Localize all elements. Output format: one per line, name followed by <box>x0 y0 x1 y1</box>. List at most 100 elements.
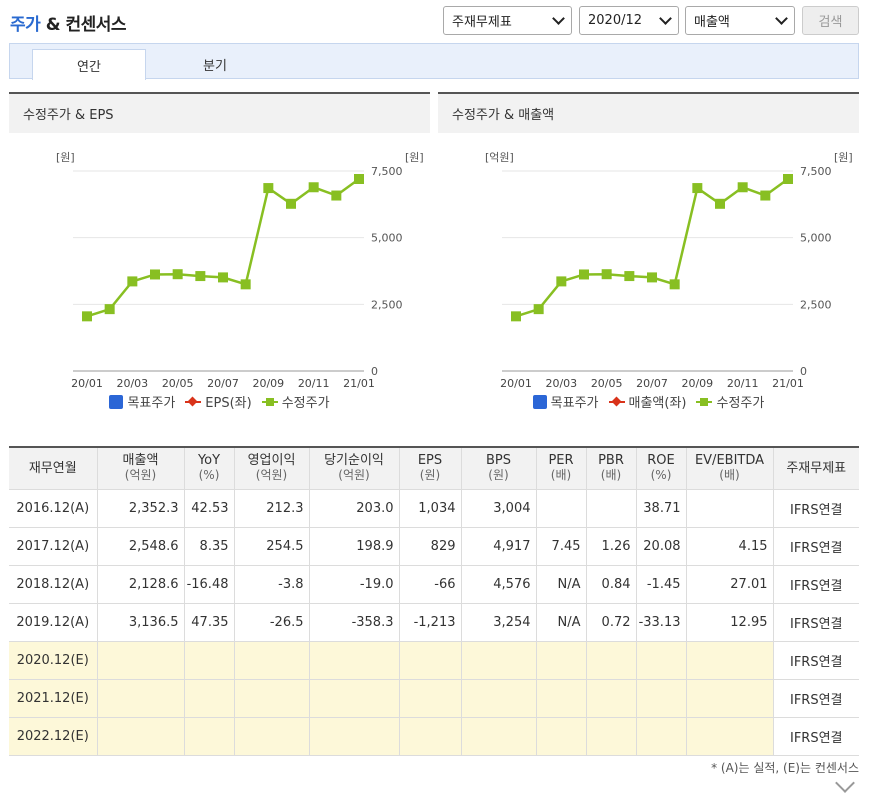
column-header-label: 당기순이익 <box>324 453 384 469</box>
right-axis-unit: [원] <box>405 151 424 164</box>
column-header-label: PER <box>548 453 574 469</box>
item-select[interactable]: 매출액 <box>685 6 795 35</box>
data-point <box>82 311 92 322</box>
left-axis-unit: [원] <box>56 151 75 164</box>
table-cell: 3,254 <box>460 602 537 642</box>
table-cell <box>308 678 400 718</box>
table-cell <box>585 716 637 756</box>
table-cell: 4.15 <box>685 526 774 566</box>
table-cell: 3,004 <box>460 488 537 528</box>
x-tick-label: 21/01 <box>772 377 804 388</box>
search-button[interactable]: 검색 <box>802 6 859 35</box>
tab-annual[interactable]: 연간 <box>32 49 146 80</box>
legend-swatch-icon <box>261 395 278 409</box>
table-cell: -16.48 <box>183 564 235 604</box>
legend-item-sales[interactable]: 매출액(좌) <box>608 392 686 411</box>
table-cell <box>535 678 587 718</box>
column-header-label: 영업이익 <box>247 453 296 469</box>
table-cell <box>96 716 185 756</box>
y-tick-label: 7,500 <box>800 165 832 178</box>
financial-standard-select[interactable]: 주재무제표 <box>443 6 572 35</box>
x-tick-label: 20/09 <box>252 377 284 388</box>
table-cell <box>183 678 235 718</box>
chart-legend: 목표주가 EPS(좌) 수정주가 <box>9 392 430 411</box>
table-cell <box>535 640 587 680</box>
table-cell <box>398 716 462 756</box>
y-tick-label: 2,500 <box>800 298 832 311</box>
x-tick-label: 20/07 <box>636 377 668 388</box>
chevron-down-icon <box>659 11 672 25</box>
legend-item-target-price[interactable]: 목표주가 <box>532 392 599 411</box>
data-point <box>647 272 657 283</box>
right-axis-unit: [원] <box>834 151 853 164</box>
series-line <box>86 177 360 318</box>
data-point <box>737 182 748 193</box>
column-header: EPS (원) <box>398 446 462 490</box>
legend-label: 수정주가 <box>281 396 330 411</box>
table-cell <box>183 716 235 756</box>
table-cell <box>233 678 310 718</box>
table-cell: IFRS연결 <box>772 640 859 680</box>
table-row: 2017.12(A) 2,548.6 8.35 254.5 198.9 829 4,917 7… <box>9 526 859 566</box>
legend-item-adjusted-price[interactable]: 수정주가 <box>261 392 330 411</box>
table-cell: 1,034 <box>398 488 462 528</box>
data-point <box>104 304 115 315</box>
data-point <box>715 198 725 209</box>
table-cell <box>233 716 310 756</box>
data-point <box>240 279 251 290</box>
x-tick-label: 20/03 <box>545 377 577 388</box>
table-cell: -358.3 <box>308 602 400 642</box>
y-tick-label: 0 <box>800 365 807 378</box>
table-row: 2021.12(E) IFRS연결 <box>9 678 859 718</box>
data-point <box>218 272 228 283</box>
table-cell: 7.45 <box>535 526 587 566</box>
legend-item-target-price[interactable]: 목표주가 <box>109 392 175 411</box>
table-cell: N/A <box>535 602 587 642</box>
table-header-row: 재무연월 매출액 (억원) YoY (%) 영업이익 (억원) 당기순이익 (억원) EPS (원)… <box>9 446 859 490</box>
expand-chevron-icon[interactable] <box>835 773 855 793</box>
data-point <box>760 190 771 201</box>
table-cell <box>96 678 185 718</box>
column-header: 재무연월 <box>9 446 98 490</box>
tab-quarterly[interactable]: 분기 <box>203 59 227 74</box>
table-cell: 4,576 <box>460 564 537 604</box>
table-cell: 829 <box>398 526 462 566</box>
row-period: 2021.12(E) <box>9 678 98 718</box>
column-header: 당기순이익 (억원) <box>308 446 400 490</box>
table-cell: IFRS연결 <box>772 716 859 756</box>
table-row: 2022.12(E) IFRS연결 <box>9 716 859 756</box>
x-tick-label: 20/01 <box>500 377 532 388</box>
table-cell: 212.3 <box>233 488 310 528</box>
chart-legend: 목표주가 매출액(좌) 수정주가 <box>438 392 859 411</box>
table-cell <box>308 716 400 756</box>
legend-item-adjusted-price[interactable]: 수정주가 <box>696 392 764 411</box>
column-header: 주재무제표 <box>772 446 859 490</box>
x-tick-label: 20/05 <box>162 377 194 388</box>
data-point <box>286 198 296 209</box>
table-cell: IFRS연결 <box>772 488 859 528</box>
legend-item-eps[interactable]: EPS(좌) <box>185 392 252 411</box>
column-header: YoY (%) <box>183 446 235 490</box>
series-line <box>515 177 789 318</box>
period-value: 2020/12 <box>588 13 643 28</box>
page-title-accent: 주가 <box>10 15 41 35</box>
column-header-label: BPS <box>485 453 511 469</box>
period-select[interactable]: 2020/12 <box>579 6 679 35</box>
x-tick-label: 20/07 <box>207 377 239 388</box>
x-tick-label: 20/09 <box>681 377 713 388</box>
column-header-unit: (배) <box>719 468 740 483</box>
table-cell: 254.5 <box>233 526 310 566</box>
table-cell: -19.0 <box>308 564 400 604</box>
table-cell: IFRS연결 <box>772 526 859 566</box>
table-row: 2020.12(E) IFRS연결 <box>9 640 859 680</box>
data-point <box>308 182 319 193</box>
column-header-label: EV/EBITDA <box>694 453 765 469</box>
data-point <box>195 271 206 282</box>
column-header-unit: (배) <box>600 468 622 483</box>
legend-swatch-icon <box>532 394 547 409</box>
price-sales-chart: [억원] [원]7,500 5,000 2,500 0 20/01 20/03 20/05 20… <box>485 151 853 388</box>
table-cell: 0.72 <box>585 602 637 642</box>
row-period: 2018.12(A) <box>9 564 98 604</box>
column-header: PER (배) <box>535 446 587 490</box>
row-period: 2016.12(A) <box>9 488 98 528</box>
